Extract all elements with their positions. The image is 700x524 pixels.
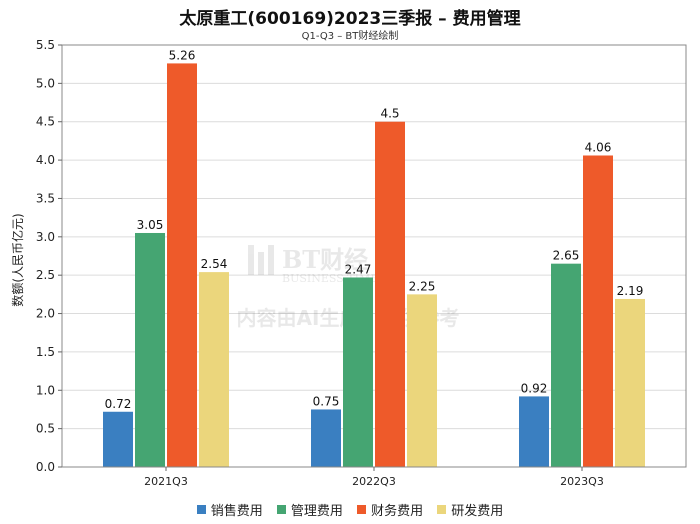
legend-swatch-rnd — [437, 505, 447, 514]
data-label: 0.92 — [521, 381, 548, 395]
data-label: 3.05 — [137, 218, 164, 232]
chart-legend: 销售费用 管理费用 财务费用 研发费用 — [0, 500, 700, 519]
axes: 0.0 0.5 1.0 1.5 2.0 2.5 3.0 3.5 4.0 4.5 5.0 5.5 2021… — [36, 38, 687, 488]
bar-管理费用 — [551, 263, 581, 467]
y-axis-label: 数额(人民币亿元) — [10, 213, 25, 306]
legend-label-admin: 管理费用 — [290, 504, 343, 519]
y-tick-label: 1.0 — [36, 383, 55, 397]
chart-subtitle: Q1-Q3 – BT财经绘制 — [301, 31, 399, 42]
y-tick-label: 1.5 — [36, 345, 55, 359]
y-tick-label: 4.5 — [36, 115, 55, 129]
data-label: 5.26 — [169, 48, 196, 62]
bar-销售费用 — [103, 411, 133, 467]
legend-swatch-finance — [357, 505, 367, 514]
legend-label-finance: 财务费用 — [371, 504, 424, 519]
watermark-logo-text: BT财经 — [282, 245, 368, 274]
data-label: 0.72 — [105, 397, 132, 411]
bar-销售费用 — [311, 409, 341, 467]
y-tick-label: 0.5 — [36, 422, 55, 436]
y-tick-label: 5.5 — [36, 38, 55, 52]
bar-财务费用 — [583, 155, 613, 467]
legend-label-sales: 销售费用 — [210, 504, 263, 519]
x-tick-label: 2021Q3 — [144, 475, 188, 488]
bar-研发费用 — [199, 272, 229, 467]
bar-销售费用 — [519, 396, 549, 467]
legend-item-rnd: 研发费用 — [437, 500, 503, 519]
bar-财务费用 — [167, 63, 197, 467]
y-tick-label: 5.0 — [36, 76, 55, 90]
bar-管理费用 — [343, 277, 373, 467]
legend-swatch-sales — [196, 505, 206, 514]
data-label: 2.25 — [409, 279, 436, 293]
y-tick-label: 4.0 — [36, 153, 55, 167]
legend-label-rnd: 研发费用 — [451, 504, 504, 519]
legend-swatch-admin — [276, 505, 286, 514]
data-label: 0.75 — [313, 394, 340, 408]
data-label: 2.19 — [617, 284, 644, 298]
bar-研发费用 — [615, 298, 645, 467]
y-tick-label: 0.0 — [36, 460, 55, 474]
data-labels: 0.72 3.05 5.26 2.54 0.75 2.47 4.5 2.25 0.92 2.65 4… — [105, 48, 644, 410]
y-tick-label: 2.0 — [36, 307, 55, 321]
legend-item-finance: 财务费用 — [357, 500, 423, 519]
bars — [103, 63, 645, 468]
legend-item-sales: 销售费用 — [196, 500, 263, 519]
data-label: 4.06 — [585, 140, 612, 154]
data-label: 2.47 — [345, 262, 372, 276]
bar-研发费用 — [407, 294, 437, 467]
legend-item-admin: 管理费用 — [276, 500, 343, 519]
bar-财务费用 — [375, 121, 405, 468]
chart-title: 太原重工(600169)2023三季报 – 费用管理 — [179, 9, 521, 29]
x-tick-label: 2022Q3 — [352, 475, 396, 488]
data-label: 4.5 — [380, 107, 399, 121]
bt-logo-mark — [248, 245, 274, 275]
bar-chart: BT财经 BUSINESS TIMES 内容由AI生成，仅供参考 0.723.0… — [10, 38, 687, 488]
y-tick-label: 3.5 — [36, 191, 55, 205]
bar-管理费用 — [135, 232, 165, 467]
x-tick-label: 2023Q3 — [560, 475, 604, 488]
y-tick-label: 2.5 — [36, 268, 55, 282]
data-label: 2.54 — [201, 257, 228, 271]
y-tick-label: 3.0 — [36, 230, 55, 244]
data-label: 2.65 — [553, 249, 580, 263]
